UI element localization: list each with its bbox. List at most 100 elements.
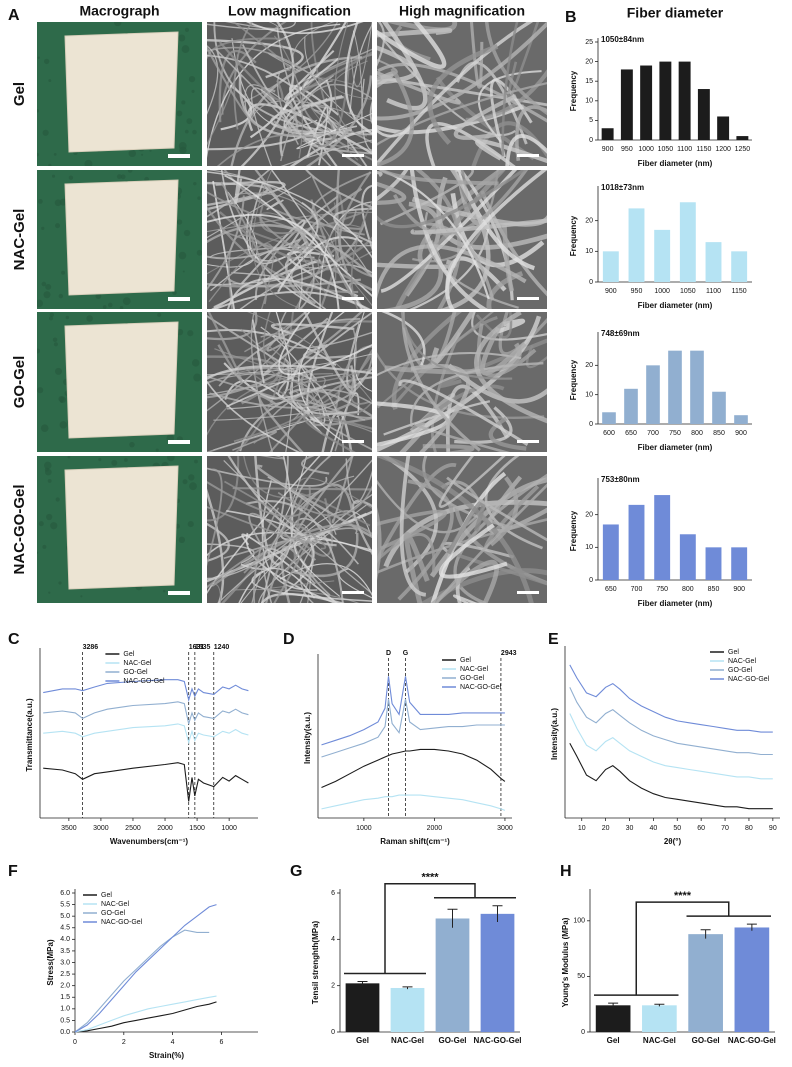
fiber (401, 312, 481, 452)
y-tick-label: 10 (585, 392, 593, 399)
texture (95, 293, 102, 299)
x-tick-label: NAC-Gel (643, 1036, 676, 1045)
fiber (207, 195, 245, 291)
x-tick-label: 1150 (732, 288, 747, 295)
fiber (317, 55, 351, 148)
x-tick-label: 1000 (654, 288, 670, 295)
x-axis-label: Fiber diameter (nm) (638, 443, 713, 452)
x-tick-label: 90 (769, 825, 777, 832)
fiber (238, 567, 316, 603)
x-tick-label: 4 (171, 1039, 175, 1046)
texture (45, 468, 52, 476)
texture (111, 459, 118, 466)
x-tick-label: 2000 (157, 825, 173, 832)
fiber (239, 263, 372, 309)
y-tick-label: 0 (589, 137, 593, 144)
fiber (377, 28, 453, 38)
texture (38, 521, 44, 527)
x-tick-label: 2000 (427, 825, 443, 832)
panel-letter: B (565, 9, 577, 26)
texture (141, 153, 144, 156)
significance-label: **** (674, 890, 692, 902)
fiber (301, 53, 372, 161)
bar (705, 547, 722, 580)
x-tick-label: 6 (219, 1039, 223, 1046)
bar (642, 1005, 677, 1032)
fiber (333, 60, 372, 100)
x-tick-label: 1150 (696, 146, 711, 153)
x-tick-label: 60 (697, 825, 705, 832)
image (37, 456, 202, 603)
fiber (207, 46, 317, 79)
fiber (249, 22, 348, 139)
fiber (427, 44, 499, 145)
error-bar (654, 1003, 665, 1007)
fiber (446, 499, 486, 555)
fiber (502, 225, 515, 292)
texture (107, 302, 113, 308)
scale-bar (517, 297, 539, 300)
x-tick-label: 1050 (680, 288, 696, 295)
fiber (212, 180, 236, 309)
fiber (446, 476, 547, 542)
column-header: Macrograph (79, 3, 159, 19)
fiber (445, 384, 509, 452)
fiber (252, 170, 305, 309)
texture (37, 387, 44, 394)
fiber (377, 22, 386, 67)
x-tick-label: 1200 (715, 146, 731, 153)
fiber (377, 170, 409, 202)
texture (48, 591, 51, 594)
fiber (319, 201, 372, 309)
marker-label: D (386, 650, 391, 657)
x-tick-label: 2 (122, 1039, 126, 1046)
x-tick-label: 800 (691, 430, 703, 437)
y-axis-label: Young's Modulus (MPa) (561, 917, 570, 1007)
legend-label: GO-Gel (460, 675, 485, 682)
significance-bracket (594, 901, 771, 996)
y-tick-label: 0 (589, 279, 593, 286)
significance-label: **** (421, 872, 439, 884)
x-tick-label: 0 (73, 1039, 77, 1046)
y-axis-label: Intensity(a.u.) (550, 708, 559, 760)
marker-label: 1535 (195, 644, 211, 651)
texture (80, 595, 83, 598)
fiber (218, 318, 361, 387)
fiber (369, 100, 372, 125)
scale-bar (342, 591, 364, 594)
y-axis-label: Frequency (569, 359, 578, 400)
fiber (207, 312, 243, 383)
marker-label: G (403, 650, 409, 657)
texture (178, 251, 187, 260)
bar (624, 388, 638, 424)
texture (187, 520, 194, 528)
fiber (383, 500, 547, 568)
texture (116, 174, 122, 180)
fiber (377, 30, 516, 137)
scale-bar (168, 591, 190, 595)
fiber (247, 312, 372, 403)
y-tick-label: 20 (585, 218, 593, 225)
fiber (377, 58, 398, 78)
bar (628, 208, 645, 282)
texture (46, 513, 53, 521)
texture (124, 458, 128, 462)
texture (42, 544, 47, 549)
fiber (213, 395, 340, 421)
fiber (317, 229, 372, 271)
fiber (232, 22, 291, 72)
texture (50, 522, 58, 530)
fiber (276, 26, 328, 107)
fiber (377, 171, 383, 178)
series-line (321, 676, 505, 746)
fiber (377, 70, 461, 105)
series-line (74, 904, 217, 1033)
texture (191, 359, 200, 367)
texture (155, 448, 159, 452)
fiber (410, 218, 547, 235)
fiber (300, 245, 326, 293)
x-tick-label: 850 (708, 586, 720, 593)
row-label: NAC-Gel (11, 209, 28, 271)
fiber (377, 244, 527, 300)
y-tick-label: 0 (589, 421, 593, 428)
